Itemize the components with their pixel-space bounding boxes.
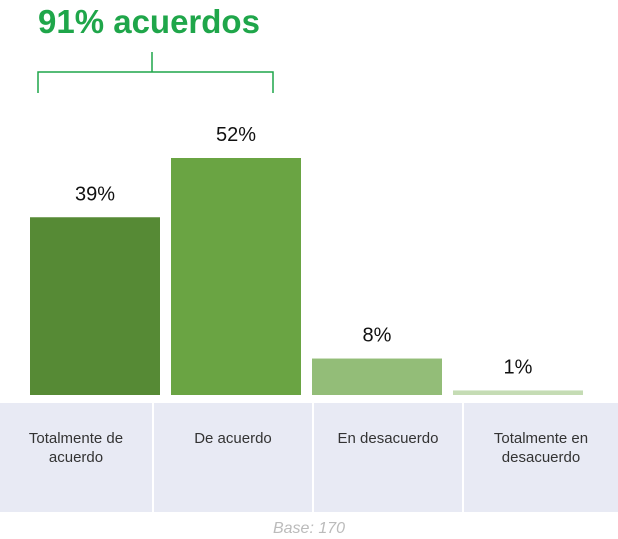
category-label: Totalmente de acuerdo (0, 403, 152, 512)
bar (171, 158, 301, 395)
annotation: 91% acuerdos (38, 3, 260, 40)
base-note: Base: 170 (272, 520, 346, 537)
value-label: 39% (75, 183, 115, 205)
bar (30, 217, 160, 395)
bar (453, 390, 583, 395)
value-label: 52% (216, 124, 256, 146)
category-label: En desacuerdo (314, 403, 462, 512)
category-label: De acuerdo (154, 403, 312, 512)
category-label: Totalmente en desacuerdo (464, 403, 618, 512)
bar (312, 358, 442, 395)
bracket (37, 52, 274, 93)
value-label: 8% (363, 325, 392, 347)
value-label: 1% (504, 356, 533, 378)
